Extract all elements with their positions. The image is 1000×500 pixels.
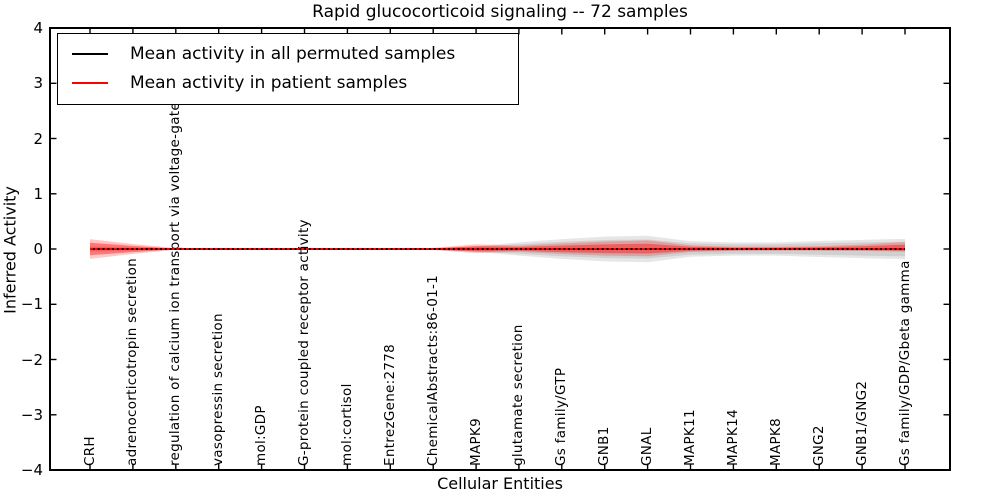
x-tick-label: GNB1/GNG2 xyxy=(853,380,870,466)
x-tick-label: MAPK8 xyxy=(767,418,784,466)
x-tick-label: GNB1 xyxy=(596,426,613,466)
x-tick-label: ChemicalAbstracts:86-01-1 xyxy=(424,274,441,466)
y-tick-label: 2 xyxy=(33,129,43,148)
x-tick-label: mol:GDP xyxy=(253,405,270,466)
y-tick-label: 1 xyxy=(33,184,43,203)
patient-band-inner xyxy=(90,242,905,256)
legend: Mean activity in all permuted samples Me… xyxy=(57,33,519,105)
x-tick-label: CRH xyxy=(81,436,98,466)
x-tick-label: EntrezGene:2778 xyxy=(381,343,398,466)
patient-line-swatch xyxy=(72,81,108,84)
permuted-band-outer xyxy=(90,235,905,263)
legend-row-patient: Mean activity in patient samples xyxy=(72,68,508,97)
y-tick-label: 3 xyxy=(33,74,43,93)
x-tick-label: mol:cortisol xyxy=(338,383,355,466)
x-tick-label: glutamate secretion xyxy=(510,324,527,466)
legend-label-patient: Mean activity in patient samples xyxy=(130,72,408,93)
legend-row-permuted: Mean activity in all permuted samples xyxy=(72,39,508,68)
y-tick-label: −3 xyxy=(20,405,43,424)
permuted-line-swatch xyxy=(72,52,108,55)
x-tick-label: GNAL xyxy=(639,427,656,466)
x-tick-label: Gs family/GTP xyxy=(553,367,570,466)
y-tick-label: −1 xyxy=(20,295,43,314)
x-tick-label: MAPK9 xyxy=(467,418,484,466)
x-tick-label: G-protein coupled receptor activity xyxy=(295,219,312,466)
x-tick-label: MAPK14 xyxy=(724,409,741,466)
chart-title: Rapid glucocorticoid signaling -- 72 sam… xyxy=(312,2,688,22)
y-tick-label: 4 xyxy=(33,19,43,37)
x-tick-label: Gs family/GDP/Gbeta gamma xyxy=(896,260,913,466)
legend-label-permuted: Mean activity in all permuted samples xyxy=(130,43,456,64)
y-tick-label: 0 xyxy=(33,240,43,258)
y-tick-label: −2 xyxy=(20,350,43,369)
x-tick-label: adrenocorticotropin secretion xyxy=(124,257,141,466)
permuted-band-inner xyxy=(90,239,905,259)
x-axis-label: Cellular Entities xyxy=(437,474,563,493)
y-tick-label: −4 xyxy=(20,461,43,479)
patient-band-outer xyxy=(90,239,905,259)
x-tick-label: MAPK11 xyxy=(682,409,699,466)
x-tick-label: vasopressin secretion xyxy=(210,313,227,466)
x-tick-label: GNG2 xyxy=(810,425,827,466)
